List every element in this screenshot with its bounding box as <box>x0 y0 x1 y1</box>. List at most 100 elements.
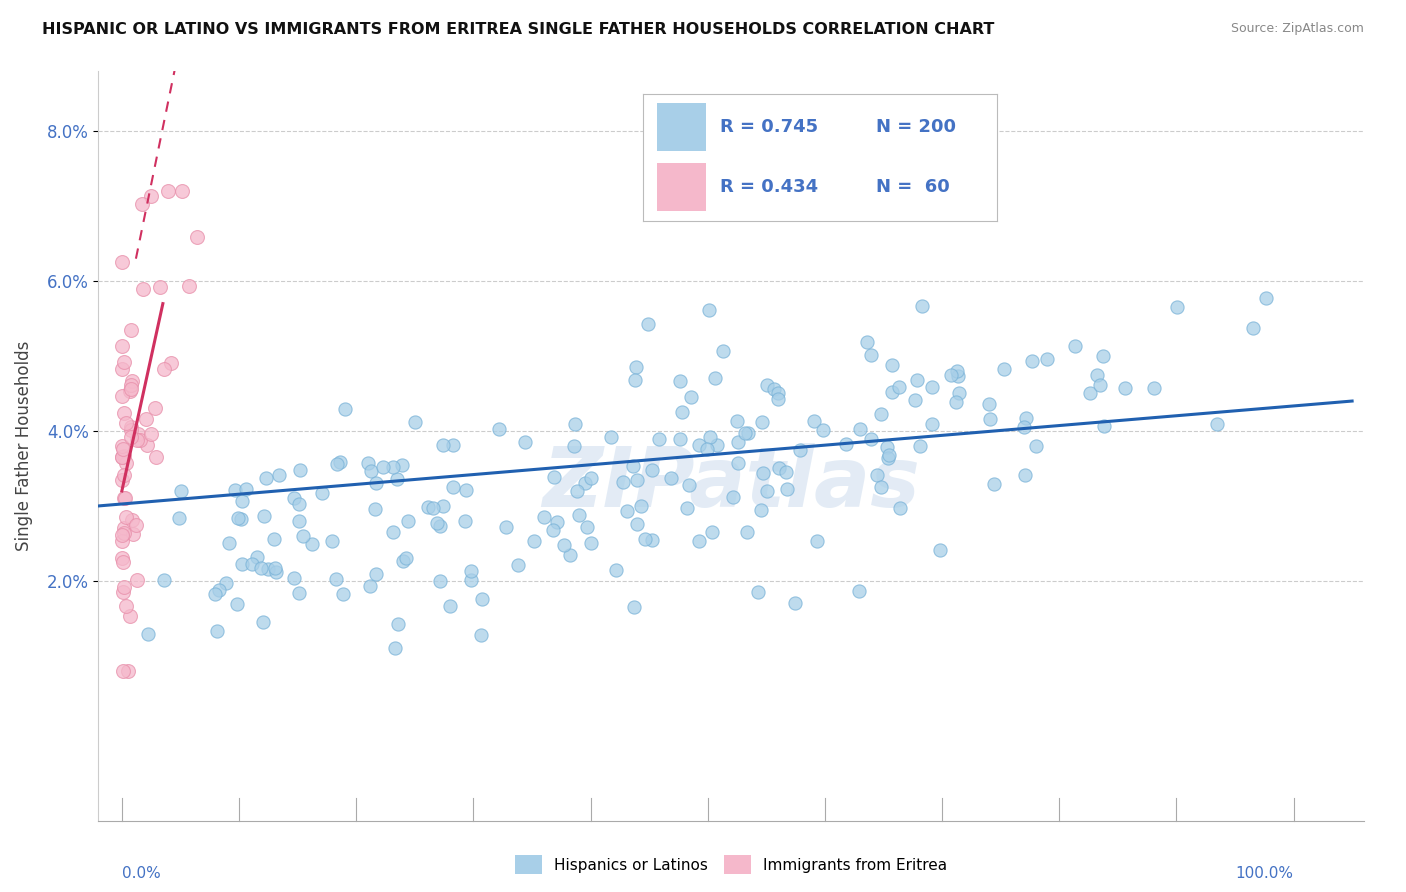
Point <box>112 354 135 368</box>
Point <box>120 382 142 396</box>
Point <box>703 371 725 385</box>
Point <box>152 573 174 587</box>
Point <box>727 435 749 450</box>
Point <box>752 466 775 480</box>
Point <box>785 596 807 610</box>
Point <box>333 401 356 416</box>
Point <box>139 189 162 203</box>
Point <box>224 483 246 498</box>
Point <box>112 526 135 541</box>
Point <box>789 443 811 458</box>
Point <box>616 503 638 517</box>
Point <box>392 554 415 568</box>
Point <box>697 302 720 317</box>
Point <box>252 615 274 630</box>
Point <box>626 517 648 532</box>
Point <box>776 482 799 496</box>
Point <box>751 416 773 430</box>
Point <box>560 549 582 563</box>
Point <box>1091 349 1114 363</box>
Point <box>112 580 135 594</box>
Point <box>633 532 655 546</box>
Point <box>1205 417 1227 431</box>
Point <box>979 412 1001 426</box>
Point <box>111 450 134 465</box>
Point <box>889 501 911 516</box>
Point <box>114 456 136 470</box>
Point <box>112 664 135 678</box>
Point <box>240 557 263 571</box>
Point <box>948 386 970 401</box>
Point <box>543 470 565 484</box>
Point <box>946 369 969 384</box>
Point <box>882 385 904 400</box>
Point <box>669 374 692 388</box>
Point <box>1078 385 1101 400</box>
Point <box>768 385 790 400</box>
Point <box>1254 291 1277 305</box>
Point <box>533 510 555 524</box>
Point <box>387 616 409 631</box>
Point <box>1092 419 1115 434</box>
Point <box>112 521 135 535</box>
Point <box>1166 300 1188 314</box>
Point <box>121 374 143 388</box>
Point <box>1085 368 1108 383</box>
Point <box>226 511 249 525</box>
Point <box>605 563 627 577</box>
Point <box>145 450 167 464</box>
Point <box>806 533 828 548</box>
Point <box>513 435 536 450</box>
Point <box>416 500 439 515</box>
Point <box>623 599 645 614</box>
Point <box>523 533 546 548</box>
Point <box>568 508 591 523</box>
Point <box>470 628 492 642</box>
Point <box>170 483 193 498</box>
Point <box>723 490 745 504</box>
Point <box>887 380 910 394</box>
Point <box>366 566 388 581</box>
Point <box>621 459 644 474</box>
Point <box>946 363 969 377</box>
Point <box>291 529 314 543</box>
Point <box>624 373 647 387</box>
Point <box>129 433 152 447</box>
Point <box>453 514 475 528</box>
Point <box>432 500 454 514</box>
Point <box>157 184 180 198</box>
Point <box>460 564 482 578</box>
Point <box>429 519 451 533</box>
Point <box>945 394 967 409</box>
Point <box>460 573 482 587</box>
Point <box>329 455 352 469</box>
Point <box>422 501 444 516</box>
Point <box>928 542 950 557</box>
Point <box>495 519 517 533</box>
Point <box>321 534 343 549</box>
Point <box>612 475 634 489</box>
Point <box>870 407 893 421</box>
Point <box>111 442 134 457</box>
Point <box>441 438 464 452</box>
Point <box>111 338 134 352</box>
Point <box>112 406 135 420</box>
Point <box>977 397 1000 411</box>
Point <box>727 456 749 470</box>
Point <box>288 463 311 477</box>
Point <box>803 414 825 428</box>
Point <box>737 425 759 440</box>
Point <box>641 463 664 477</box>
Point <box>360 464 382 478</box>
Point <box>111 255 134 269</box>
Point <box>546 515 568 529</box>
Point <box>454 483 477 498</box>
Point <box>579 535 602 549</box>
Point <box>688 438 710 452</box>
Point <box>579 471 602 485</box>
Point <box>114 449 136 463</box>
Point <box>1025 438 1047 452</box>
Point <box>439 599 461 613</box>
Point <box>111 473 134 487</box>
Point <box>186 230 208 244</box>
